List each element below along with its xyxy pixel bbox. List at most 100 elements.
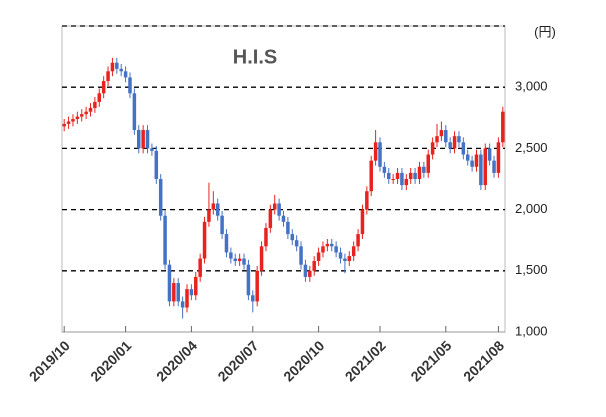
candle-body bbox=[408, 172, 413, 179]
candle-body bbox=[369, 160, 373, 192]
candle-body bbox=[492, 160, 496, 173]
y-tick-label: 1,500 bbox=[515, 262, 548, 277]
x-tick-label: 2020/04 bbox=[153, 337, 200, 384]
candle-body bbox=[97, 93, 102, 102]
x-tick-label: 2021/08 bbox=[460, 337, 507, 384]
candle-body bbox=[404, 179, 409, 186]
candle-body bbox=[194, 276, 198, 296]
candle-body bbox=[343, 258, 347, 262]
x-tick-label: 2019/10 bbox=[26, 337, 73, 384]
candle-body bbox=[452, 136, 457, 149]
candle-body bbox=[277, 203, 281, 216]
x-tick-label: 2021/05 bbox=[407, 337, 454, 384]
candle-body bbox=[435, 136, 439, 143]
candle-body bbox=[356, 234, 360, 247]
x-tick-label: 2021/02 bbox=[342, 337, 389, 384]
candle-body bbox=[378, 142, 382, 167]
candle-body bbox=[237, 258, 242, 262]
candle-body bbox=[106, 71, 110, 82]
candle-body bbox=[325, 243, 330, 247]
candle-body bbox=[264, 227, 268, 247]
candle-body bbox=[461, 142, 466, 155]
candle-body bbox=[62, 123, 66, 127]
candle-body bbox=[242, 258, 246, 265]
candle-body bbox=[426, 154, 430, 173]
x-tick-label: 2020/01 bbox=[87, 337, 134, 384]
candle-body bbox=[422, 166, 426, 173]
chart-title: H.I.S bbox=[233, 46, 277, 68]
candle-body bbox=[479, 154, 483, 186]
candle-body bbox=[457, 136, 461, 143]
candle-body bbox=[167, 264, 172, 302]
candle-body bbox=[303, 264, 308, 277]
candle-body bbox=[101, 81, 106, 94]
candle-body bbox=[496, 142, 501, 173]
candle-body bbox=[373, 142, 378, 161]
candle-body bbox=[487, 148, 492, 161]
candle-body bbox=[150, 148, 154, 151]
candle-body bbox=[110, 62, 115, 72]
candle-body bbox=[251, 295, 255, 302]
candle-body bbox=[387, 172, 391, 179]
candle-body bbox=[444, 130, 448, 143]
candle-body bbox=[351, 246, 356, 257]
candle-body bbox=[281, 215, 286, 222]
candle-body bbox=[413, 172, 417, 179]
candle-body bbox=[172, 283, 176, 302]
y-tick-label: 2,000 bbox=[515, 201, 548, 216]
candle-body bbox=[286, 221, 290, 235]
y-tick-label: 3,000 bbox=[515, 79, 548, 94]
candle-body bbox=[391, 179, 395, 180]
candle-body bbox=[439, 130, 444, 137]
candle-body bbox=[395, 172, 400, 179]
candle-body bbox=[220, 215, 224, 235]
plot-frame bbox=[61, 25, 506, 333]
candle-body bbox=[211, 203, 216, 210]
candle-body bbox=[308, 270, 312, 277]
candle-body bbox=[198, 258, 202, 277]
candle-body bbox=[312, 261, 316, 271]
candle-body bbox=[321, 246, 325, 253]
candle-body bbox=[202, 221, 207, 259]
candle-body bbox=[229, 252, 233, 259]
candle-body bbox=[417, 166, 422, 179]
candle-body bbox=[185, 289, 189, 308]
candle-body bbox=[75, 116, 80, 120]
candle-body bbox=[207, 209, 211, 222]
x-tick-label: 2020/10 bbox=[280, 337, 327, 384]
candle-body bbox=[180, 301, 185, 308]
candle-body bbox=[115, 62, 119, 69]
candle-body bbox=[316, 252, 321, 262]
candle-body bbox=[189, 289, 194, 296]
candle-body bbox=[347, 256, 352, 262]
x-tick-label: 2020/07 bbox=[214, 337, 261, 384]
candle-body bbox=[84, 111, 88, 115]
candle-body bbox=[268, 209, 273, 228]
candle-body bbox=[154, 150, 159, 179]
candle-body bbox=[141, 130, 145, 149]
candle-body bbox=[294, 240, 299, 247]
candle-body bbox=[137, 130, 141, 149]
candle-body bbox=[299, 246, 303, 265]
candle-body bbox=[430, 142, 435, 155]
candle-body bbox=[176, 283, 180, 302]
candle-body bbox=[483, 148, 488, 186]
candle-body bbox=[158, 179, 163, 216]
candle-body bbox=[128, 77, 132, 94]
candle-body bbox=[163, 215, 167, 265]
candle-body bbox=[465, 154, 470, 161]
candle-body bbox=[119, 68, 123, 72]
candle-body bbox=[123, 71, 128, 78]
candle-body bbox=[145, 130, 150, 149]
candle-body bbox=[79, 114, 84, 117]
candle-body bbox=[132, 93, 137, 131]
candle-body bbox=[88, 108, 93, 112]
candle-body bbox=[66, 121, 71, 124]
candle-body bbox=[329, 243, 334, 247]
candle-body bbox=[338, 252, 343, 259]
candle-body bbox=[360, 209, 365, 235]
candle-body bbox=[382, 166, 387, 173]
candle-body bbox=[259, 246, 264, 271]
candle-body bbox=[215, 203, 220, 216]
